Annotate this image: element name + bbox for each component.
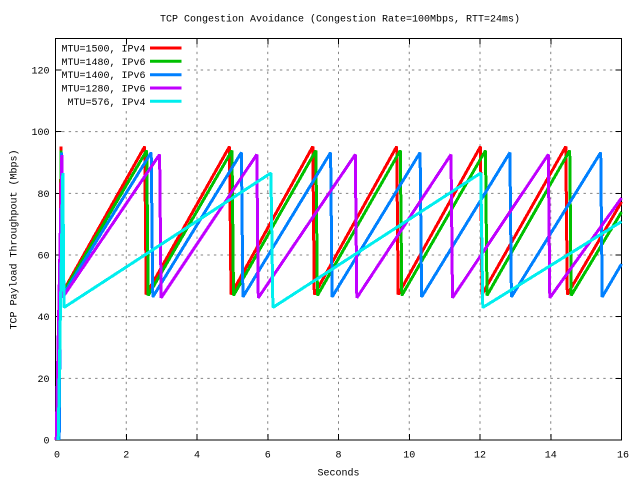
svg-text:MTU=1500, IPv4: MTU=1500, IPv4 [61,45,145,56]
svg-text:TCP Congestion Avoidance (Cong: TCP Congestion Avoidance (Congestion Rat… [160,14,520,26]
svg-text:0: 0 [43,437,49,448]
svg-text:6: 6 [265,451,271,462]
svg-text:14: 14 [545,451,557,462]
svg-text:4: 4 [194,451,200,462]
svg-text:MTU=576, IPv4: MTU=576, IPv4 [67,98,145,109]
svg-text:TCP Payload Throughpout (Mbps): TCP Payload Throughpout (Mbps) [9,149,21,329]
svg-text:20: 20 [37,375,49,386]
svg-text:MTU=1280, IPv6: MTU=1280, IPv6 [61,85,145,96]
svg-text:MTU=1400, IPv6: MTU=1400, IPv6 [61,71,145,82]
svg-text:16: 16 [617,451,629,462]
svg-text:MTU=1480, IPv6: MTU=1480, IPv6 [61,58,145,69]
svg-text:80: 80 [37,190,49,201]
svg-text:0: 0 [54,451,60,462]
svg-text:2: 2 [123,451,129,462]
svg-text:Seconds: Seconds [317,468,359,480]
svg-text:120: 120 [31,67,49,78]
svg-text:100: 100 [31,128,49,139]
svg-text:60: 60 [37,252,49,263]
svg-text:12: 12 [474,451,486,462]
svg-text:10: 10 [403,451,415,462]
svg-text:8: 8 [335,451,341,462]
svg-text:40: 40 [37,313,49,324]
